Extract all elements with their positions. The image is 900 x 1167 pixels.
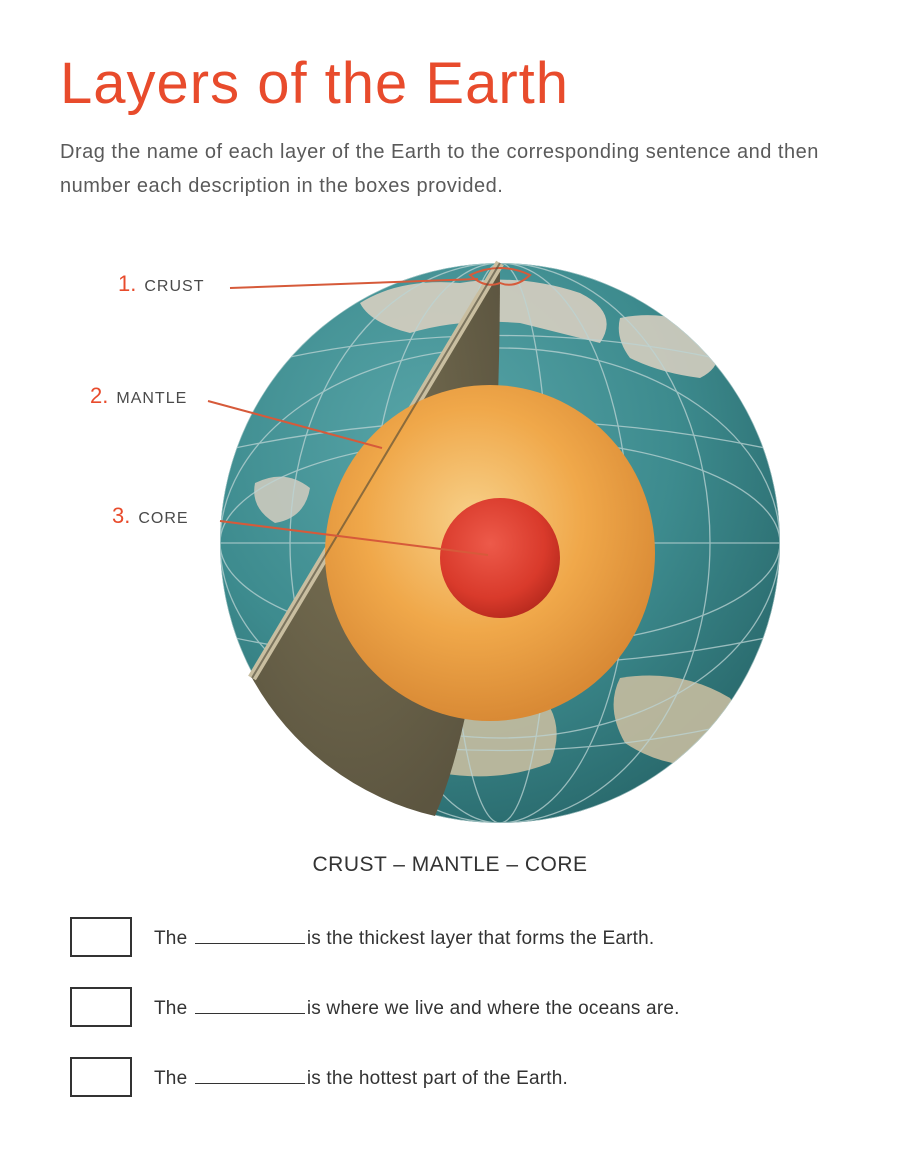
answer-number-box[interactable]	[70, 987, 132, 1027]
q-post: is the hottest part of the Earth.	[307, 1068, 568, 1089]
fill-blank[interactable]	[195, 925, 305, 944]
worksheet-page: Layers of the Earth Drag the name of eac…	[0, 0, 900, 1167]
label-number: 2.	[90, 383, 108, 409]
answer-number-box[interactable]	[70, 917, 132, 957]
label-crust[interactable]: 1. CRUST	[118, 271, 204, 297]
fill-blank[interactable]	[195, 995, 305, 1014]
question-row: The is where we live and where the ocean…	[70, 987, 840, 1027]
label-number: 1.	[118, 271, 136, 297]
question-row: The is the thickest layer that forms the…	[70, 917, 840, 957]
label-number: 3.	[112, 503, 130, 529]
label-name: CORE	[138, 510, 188, 528]
question-text: The is the hottest part of the Earth.	[154, 1065, 568, 1090]
q-pre: The	[154, 928, 193, 949]
instructions-text: Drag the name of each layer of the Earth…	[60, 135, 840, 203]
q-pre: The	[154, 1068, 193, 1089]
q-post: is where we live and where the oceans ar…	[307, 998, 680, 1019]
question-text: The is the thickest layer that forms the…	[154, 925, 654, 950]
label-name: CRUST	[144, 278, 204, 296]
earth-diagram: 1. CRUST 2. MANTLE 3. CORE	[60, 223, 840, 863]
fill-blank[interactable]	[195, 1065, 305, 1084]
question-row: The is the hottest part of the Earth.	[70, 1057, 840, 1097]
inner-core-layer	[440, 498, 560, 618]
label-name: MANTLE	[116, 390, 187, 408]
answer-number-box[interactable]	[70, 1057, 132, 1097]
q-post: is the thickest layer that forms the Ear…	[307, 928, 655, 949]
question-text: The is where we live and where the ocean…	[154, 995, 680, 1020]
page-title: Layers of the Earth	[60, 50, 840, 117]
q-pre: The	[154, 998, 193, 1019]
questions-section: The is the thickest layer that forms the…	[60, 917, 840, 1097]
label-mantle[interactable]: 2. MANTLE	[90, 383, 187, 409]
earth-svg	[60, 223, 840, 863]
label-core[interactable]: 3. CORE	[112, 503, 189, 529]
